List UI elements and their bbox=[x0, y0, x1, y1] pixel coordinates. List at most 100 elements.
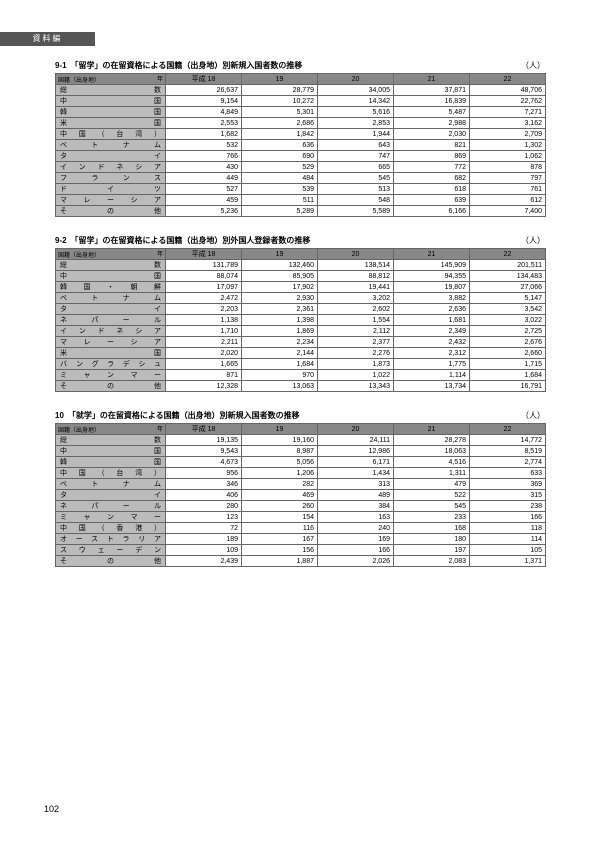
row-label: ドイツ bbox=[56, 184, 166, 195]
data-cell: 2,472 bbox=[166, 293, 242, 304]
data-cell: 511 bbox=[242, 195, 318, 206]
table-row: ミャンマー8719701,0221,1141,684 bbox=[56, 370, 546, 381]
table-row: ベトナム346282313479369 bbox=[56, 479, 546, 490]
data-cell: 1,684 bbox=[242, 359, 318, 370]
data-cell: 9,543 bbox=[166, 446, 242, 457]
data-cell: 4,673 bbox=[166, 457, 242, 468]
data-cell: 109 bbox=[166, 545, 242, 556]
row-label: 総数 bbox=[56, 85, 166, 96]
data-cell: 169 bbox=[318, 534, 394, 545]
data-cell: 48,706 bbox=[470, 85, 546, 96]
data-cell: 6,171 bbox=[318, 457, 394, 468]
data-cell: 8,987 bbox=[242, 446, 318, 457]
data-cell: 532 bbox=[166, 140, 242, 151]
data-cell: 180 bbox=[394, 534, 470, 545]
data-cell: 13,063 bbox=[242, 381, 318, 392]
data-cell: 2,686 bbox=[242, 118, 318, 129]
table-row: 中国（台湾）9561,2061,4341,311633 bbox=[56, 468, 546, 479]
table-row: 中国9,15410,27214,34216,83922,762 bbox=[56, 96, 546, 107]
row-label: 韓国 bbox=[56, 107, 166, 118]
table-row: 中国（台湾）1,6821,8421,9442,0302,709 bbox=[56, 129, 546, 140]
data-cell: 2,676 bbox=[470, 337, 546, 348]
data-cell: 132,460 bbox=[242, 260, 318, 271]
row-label: 中国 bbox=[56, 271, 166, 282]
corner-header: 年国籍（出身地） bbox=[56, 74, 166, 85]
data-cell: 2,203 bbox=[166, 304, 242, 315]
data-cell: 1,062 bbox=[470, 151, 546, 162]
data-cell: 3,162 bbox=[470, 118, 546, 129]
data-cell: 282 bbox=[242, 479, 318, 490]
data-cell: 747 bbox=[318, 151, 394, 162]
data-cell: 189 bbox=[166, 534, 242, 545]
table-row: 米国2,5532,6862,8532,9883,162 bbox=[56, 118, 546, 129]
column-header: 20 bbox=[318, 424, 394, 435]
data-cell: 201,511 bbox=[470, 260, 546, 271]
data-cell: 1,710 bbox=[166, 326, 242, 337]
data-cell: 1,371 bbox=[470, 556, 546, 567]
data-cell: 1,311 bbox=[394, 468, 470, 479]
row-label: 中国 bbox=[56, 446, 166, 457]
data-cell: 1,114 bbox=[394, 370, 470, 381]
row-label: 中国（香港） bbox=[56, 523, 166, 534]
data-table: 年国籍（出身地）平成 1819202122総数19,13519,16024,11… bbox=[55, 423, 546, 567]
data-cell: 797 bbox=[470, 173, 546, 184]
data-cell: 1,869 bbox=[242, 326, 318, 337]
data-cell: 5,056 bbox=[242, 457, 318, 468]
data-cell: 2,112 bbox=[318, 326, 394, 337]
table-row: ミャンマー123154163233166 bbox=[56, 512, 546, 523]
data-cell: 2,083 bbox=[394, 556, 470, 567]
data-cell: 233 bbox=[394, 512, 470, 523]
data-cell: 1,138 bbox=[166, 315, 242, 326]
table-row: マレーシア2,2112,2342,3772,4322,676 bbox=[56, 337, 546, 348]
table-row: 総数131,789132,460138,514145,909201,511 bbox=[56, 260, 546, 271]
data-cell: 956 bbox=[166, 468, 242, 479]
data-cell: 5,236 bbox=[166, 206, 242, 217]
table-section-9-1: 9-1 「留学」の在留資格による国籍（出身地）別新規入国者数の推移（人）年国籍（… bbox=[55, 60, 545, 217]
table-row: ベトナム5326366438211,302 bbox=[56, 140, 546, 151]
row-label: ベトナム bbox=[56, 479, 166, 490]
data-cell: 2,553 bbox=[166, 118, 242, 129]
data-cell: 197 bbox=[394, 545, 470, 556]
data-cell: 114 bbox=[470, 534, 546, 545]
data-cell: 384 bbox=[318, 501, 394, 512]
table-row: その他2,4391,8872,0262,0831,371 bbox=[56, 556, 546, 567]
data-cell: 118 bbox=[470, 523, 546, 534]
row-label: その他 bbox=[56, 556, 166, 567]
data-cell: 145,909 bbox=[394, 260, 470, 271]
data-cell: 545 bbox=[318, 173, 394, 184]
data-cell: 260 bbox=[242, 501, 318, 512]
table-row: インドネシア430529665772878 bbox=[56, 162, 546, 173]
data-cell: 2,020 bbox=[166, 348, 242, 359]
data-cell: 2,349 bbox=[394, 326, 470, 337]
row-label: 韓国・朝鮮 bbox=[56, 282, 166, 293]
table-row: ドイツ527539513618761 bbox=[56, 184, 546, 195]
data-cell: 1,554 bbox=[318, 315, 394, 326]
data-cell: 166 bbox=[318, 545, 394, 556]
data-cell: 639 bbox=[394, 195, 470, 206]
data-cell: 489 bbox=[318, 490, 394, 501]
data-cell: 313 bbox=[318, 479, 394, 490]
data-cell: 3,882 bbox=[394, 293, 470, 304]
data-cell: 449 bbox=[166, 173, 242, 184]
table-title: 9-1 「留学」の在留資格による国籍（出身地）別新規入国者数の推移 bbox=[55, 60, 302, 71]
data-cell: 2,439 bbox=[166, 556, 242, 567]
data-cell: 2,026 bbox=[318, 556, 394, 567]
column-header: 19 bbox=[242, 74, 318, 85]
data-cell: 280 bbox=[166, 501, 242, 512]
data-cell: 19,135 bbox=[166, 435, 242, 446]
data-cell: 12,328 bbox=[166, 381, 242, 392]
row-label: 総数 bbox=[56, 435, 166, 446]
row-label: インドネシア bbox=[56, 162, 166, 173]
data-cell: 18,063 bbox=[394, 446, 470, 457]
page-number: 102 bbox=[44, 804, 59, 814]
table-row: 韓国4,6735,0566,1714,5162,774 bbox=[56, 457, 546, 468]
data-table: 年国籍（出身地）平成 1819202122総数26,63728,77934,00… bbox=[55, 73, 546, 217]
row-label: スウェーデン bbox=[56, 545, 166, 556]
data-cell: 14,772 bbox=[470, 435, 546, 446]
data-cell: 6,166 bbox=[394, 206, 470, 217]
data-cell: 665 bbox=[318, 162, 394, 173]
row-label: フランス bbox=[56, 173, 166, 184]
table-row: 総数26,63728,77934,00537,87148,706 bbox=[56, 85, 546, 96]
data-cell: 166 bbox=[470, 512, 546, 523]
column-header: 22 bbox=[470, 249, 546, 260]
